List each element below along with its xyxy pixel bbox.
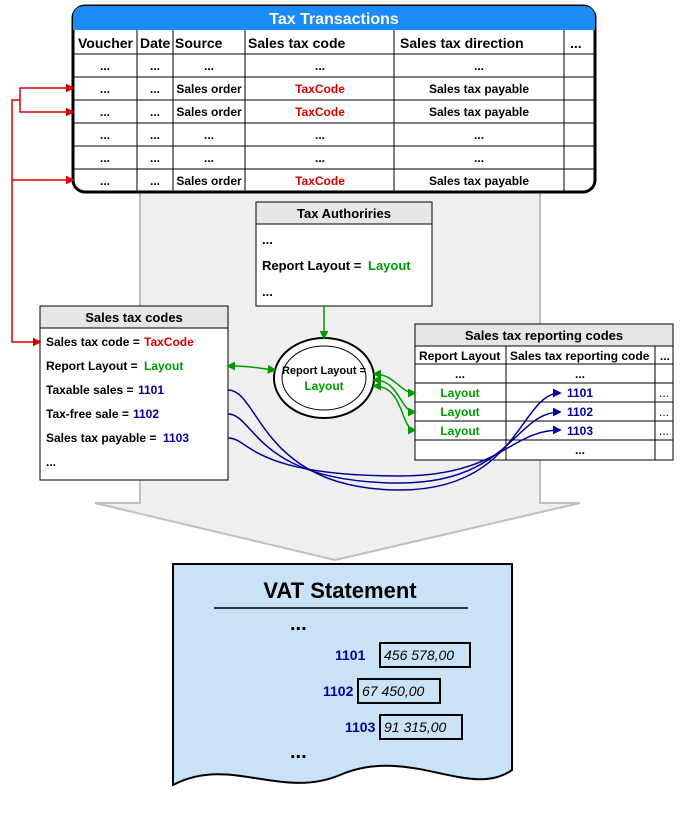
tt-cell: Sales tax payable	[429, 82, 529, 96]
vat-title: VAT Statement	[263, 578, 417, 603]
svg-text:Report Layout =: Report Layout =	[262, 258, 362, 273]
tt-cell: ...	[315, 151, 325, 165]
tt-cell: ...	[315, 59, 325, 73]
svg-text:Tax-free sale =: Tax-free sale =	[46, 407, 129, 421]
tt-cell: ...	[204, 128, 214, 142]
tt-cell: Sales order	[176, 105, 242, 119]
stc-l4l: Tax-free sale =	[46, 407, 129, 421]
tt-cell: ...	[315, 128, 325, 142]
report-layout-bubble: Report Layout = Layout	[274, 338, 374, 418]
vat-dots-bottom: ...	[290, 741, 307, 763]
svg-text:Sales tax payable =: Sales tax payable =	[46, 431, 156, 445]
tt-cell: ...	[100, 59, 110, 73]
tt-cell: ...	[100, 174, 110, 188]
rc-more: ...	[659, 405, 669, 419]
svg-text:Taxable sales =: Taxable sales =	[46, 383, 134, 397]
ta-line2-label: Report Layout =	[262, 258, 362, 273]
rc-col3: ...	[660, 349, 670, 363]
tt-cell: ...	[150, 151, 160, 165]
tt-col-5: ...	[570, 35, 582, 51]
stc-l1v: TaxCode	[144, 335, 194, 349]
tt-cell: ...	[100, 151, 110, 165]
tt-cell: TaxCode	[295, 174, 345, 188]
tt-cell: ...	[100, 105, 110, 119]
tt-col-0: Voucher	[78, 35, 134, 51]
bubble-label: Report Layout =	[282, 365, 366, 377]
tt-cell: ...	[100, 128, 110, 142]
tt-cell: Sales order	[176, 82, 242, 96]
sales-tax-codes-panel: Sales tax codes Sales tax code = TaxCode…	[40, 306, 228, 480]
tt-cell: ...	[204, 151, 214, 165]
ta-line3: ...	[262, 284, 273, 299]
rc-code: 1103	[567, 424, 593, 438]
vat-amount-2: 91 315,00	[384, 719, 446, 735]
svg-text:Report Layout =: Report Layout =	[46, 359, 138, 373]
tt-col-4: Sales tax direction	[400, 35, 524, 51]
tax-authorities-panel: Tax Authoriries ... Report Layout = Layo…	[256, 202, 432, 306]
tt-cell: ...	[150, 105, 160, 119]
tax-transactions-panel: Tax Transactions Voucher Date Source Sal…	[73, 6, 595, 192]
stc-l6: ...	[46, 455, 56, 469]
vat-statement-panel: VAT Statement ... 1101 456 578,00 1102 6…	[173, 564, 512, 785]
tt-col-2: Source	[175, 35, 223, 51]
tt-cell: Sales tax payable	[429, 174, 529, 188]
tt-cell: ...	[474, 59, 484, 73]
rc-more: ...	[659, 424, 669, 438]
reporting-codes-panel: Sales tax reporting codes Report Layout …	[415, 324, 673, 460]
ta-title: Tax Authoriries	[297, 206, 391, 221]
bubble-value: Layout	[304, 379, 343, 393]
tt-cell: ...	[150, 82, 160, 96]
rc-layout: Layout	[440, 424, 479, 438]
diagram-canvas: VAT Statement ... 1101 456 578,00 1102 6…	[0, 0, 681, 815]
rc-more: ...	[659, 386, 669, 400]
vat-code-2: 1103	[345, 719, 376, 735]
vat-amount-1: 67 450,00	[362, 683, 424, 699]
rc-layout: ...	[455, 367, 465, 381]
stc-l3l: Taxable sales =	[46, 383, 134, 397]
stc-l2v: Layout	[144, 359, 183, 373]
rc-layout: Layout	[440, 386, 479, 400]
stc-l3v: 1101	[138, 383, 164, 397]
tax-trans-title: Tax Transactions	[269, 11, 399, 28]
tt-cell: ...	[150, 59, 160, 73]
tt-cell: Sales order	[176, 174, 242, 188]
tt-cell: ...	[474, 151, 484, 165]
rc-col2: Sales tax reporting code	[510, 349, 650, 363]
rc-col1: Report Layout	[419, 349, 500, 363]
stc-title: Sales tax codes	[85, 310, 183, 325]
tt-col-1: Date	[140, 35, 171, 51]
tt-cell: ...	[100, 82, 110, 96]
tt-col-3: Sales tax code	[248, 35, 345, 51]
rc-code: 1101	[567, 386, 593, 400]
rc-code: 1102	[567, 405, 593, 419]
stc-l2l: Report Layout =	[46, 359, 138, 373]
tt-cell: ...	[150, 174, 160, 188]
stc-l5l: Sales tax payable =	[46, 431, 156, 445]
stc-l4v: 1102	[133, 407, 159, 421]
vat-dots-top: ...	[290, 613, 307, 635]
vat-code-1: 1102	[323, 683, 354, 699]
ta-line1: ...	[262, 232, 273, 247]
stc-l1l: Sales tax code =	[46, 335, 140, 349]
tt-cell: ...	[204, 59, 214, 73]
tt-cell: ...	[474, 128, 484, 142]
tt-cell: TaxCode	[295, 105, 345, 119]
stc-l5v: 1103	[163, 431, 189, 445]
rc-code: ...	[575, 443, 585, 457]
vat-amount-0: 456 578,00	[384, 647, 454, 663]
ta-line2-value: Layout	[368, 258, 411, 273]
rc-layout: Layout	[440, 405, 479, 419]
rc-title: Sales tax reporting codes	[465, 328, 623, 343]
tt-cell: ...	[150, 128, 160, 142]
svg-text:Sales tax code =: Sales tax code =	[46, 335, 140, 349]
tt-cell: TaxCode	[295, 82, 345, 96]
rc-code: ...	[575, 367, 585, 381]
tt-cell: Sales tax payable	[429, 105, 529, 119]
vat-code-0: 1101	[335, 647, 366, 663]
